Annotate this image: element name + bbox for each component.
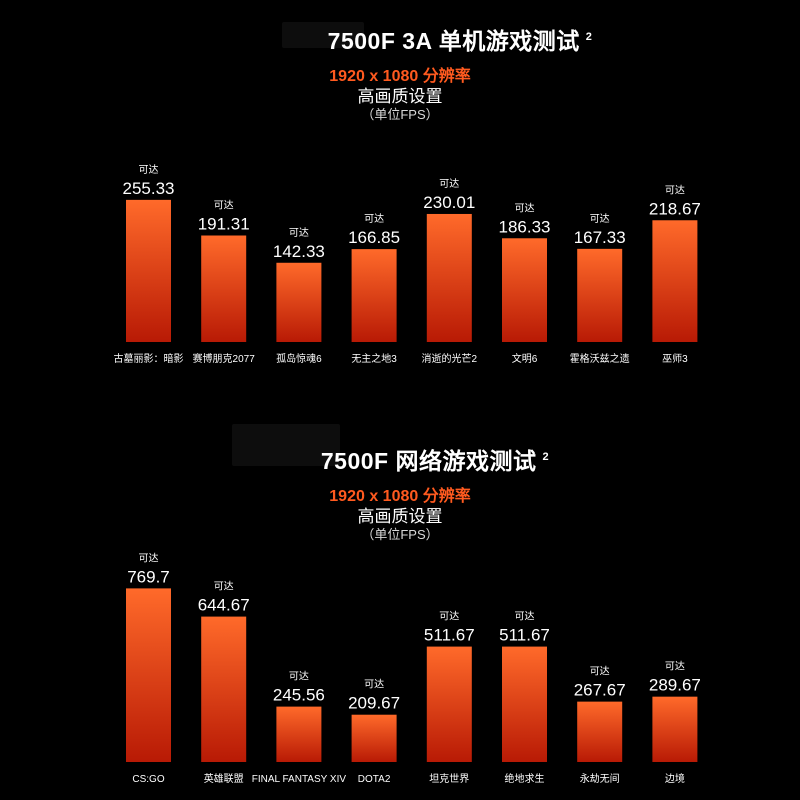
category-label: 坦克世界 bbox=[429, 772, 469, 785]
category-label: 消逝的光芒2 bbox=[422, 352, 478, 365]
bar bbox=[276, 262, 322, 342]
category-label: 英雄联盟 bbox=[204, 772, 244, 785]
bar bbox=[652, 220, 698, 342]
category-label: 孤岛惊魂6 bbox=[276, 352, 322, 365]
chart-unit: （单位FPS） bbox=[361, 107, 439, 122]
bar-value-label: 245.56 bbox=[273, 686, 325, 705]
bar-value-prefix: 可达 bbox=[439, 611, 459, 623]
bar bbox=[426, 213, 472, 342]
bar-value-label: 644.67 bbox=[198, 596, 250, 615]
bar-value-prefix: 可达 bbox=[590, 666, 610, 678]
category-label: 赛博朋克2077 bbox=[193, 352, 256, 365]
bar-value-prefix: 可达 bbox=[665, 184, 685, 196]
category-label: 霍格沃兹之遗 bbox=[570, 352, 630, 365]
bar-value-label: 230.01 bbox=[423, 193, 475, 212]
bar bbox=[577, 701, 623, 762]
bar-value-label: 167.33 bbox=[574, 228, 626, 247]
chart-title: 7500F 网络游戏测试 2 bbox=[0, 442, 800, 476]
bar-value-prefix: 可达 bbox=[439, 178, 459, 190]
chart-title-text: 7500F 3A 单机游戏测试 bbox=[327, 28, 580, 54]
category-label: 巫师3 bbox=[662, 352, 688, 365]
chart-subtitle: 1920 x 1080 分辨率 bbox=[329, 68, 471, 85]
bar-value-prefix: 可达 bbox=[289, 671, 309, 683]
bar bbox=[426, 646, 472, 762]
bar bbox=[201, 616, 247, 762]
bar bbox=[502, 646, 547, 762]
bar-value-prefix: 可达 bbox=[665, 661, 685, 673]
bar bbox=[126, 588, 171, 762]
chart-unit: （单位FPS） bbox=[361, 527, 439, 542]
bar-value-label: 289.67 bbox=[649, 676, 701, 695]
bar-value-label: 191.31 bbox=[198, 215, 250, 234]
redacted-brand-block bbox=[232, 424, 340, 466]
bar-value-prefix: 可达 bbox=[214, 581, 234, 593]
bar-value-label: 511.67 bbox=[499, 626, 550, 645]
category-label: 古墓丽影：暗影 bbox=[114, 352, 184, 365]
bar-value-prefix: 可达 bbox=[214, 200, 234, 212]
bar bbox=[502, 238, 547, 342]
bar bbox=[351, 249, 397, 342]
chart-setting: 高画质设置 bbox=[357, 507, 443, 526]
bar-value-label: 769.7 bbox=[127, 567, 170, 586]
bar-value-label: 142.33 bbox=[273, 242, 325, 261]
bar-value-label: 255.33 bbox=[123, 179, 175, 198]
bar-value-label: 166.85 bbox=[348, 228, 400, 247]
bar-value-prefix: 可达 bbox=[139, 552, 159, 564]
bar-value-label: 186.33 bbox=[499, 217, 551, 236]
single-player-chart-panel: 7500F 3A 单机游戏测试 2 1920 x 1080 分辨率 高画质设置 （… bbox=[0, 22, 800, 365]
bar-value-prefix: 可达 bbox=[139, 164, 159, 176]
bar-value-label: 267.67 bbox=[574, 681, 626, 700]
bar-value-prefix: 可达 bbox=[364, 213, 384, 225]
bar-value-prefix: 可达 bbox=[289, 227, 309, 239]
bar-value-prefix: 可达 bbox=[590, 213, 610, 225]
bar bbox=[276, 706, 322, 762]
category-label: DOTA2 bbox=[358, 774, 391, 785]
category-label: 绝地求生 bbox=[505, 772, 545, 785]
chart-title-footnote: 2 bbox=[542, 451, 550, 464]
online-chart-panel: 7500F 网络游戏测试 2 1920 x 1080 分辨率 高画质设置 （单位F… bbox=[0, 420, 800, 800]
bar bbox=[201, 235, 247, 342]
redacted-brand-block bbox=[282, 22, 364, 48]
category-label: 边境 bbox=[665, 772, 685, 785]
chart-subtitle: 1920 x 1080 分辨率 bbox=[329, 488, 471, 505]
bar bbox=[351, 714, 397, 762]
bar bbox=[577, 248, 623, 342]
category-label: CS:GO bbox=[132, 774, 164, 785]
category-label: FINAL FANTASY XIV bbox=[252, 774, 347, 785]
category-label: 永劫无间 bbox=[580, 772, 620, 785]
bar bbox=[652, 696, 698, 762]
bar-value-label: 511.67 bbox=[424, 626, 475, 645]
bar-value-label: 218.67 bbox=[649, 199, 701, 218]
bar-value-prefix: 可达 bbox=[364, 679, 384, 691]
chart-setting: 高画质设置 bbox=[357, 87, 443, 106]
bar-value-label: 209.67 bbox=[348, 694, 400, 713]
chart-title-text: 7500F 网络游戏测试 bbox=[320, 448, 537, 474]
bar-value-prefix: 可达 bbox=[515, 611, 535, 623]
category-label: 文明6 bbox=[512, 352, 538, 365]
category-label: 无主之地3 bbox=[351, 352, 397, 365]
chart-title: 7500F 3A 单机游戏测试 2 bbox=[0, 22, 800, 56]
chart-title-footnote: 2 bbox=[585, 31, 593, 44]
bar-value-prefix: 可达 bbox=[515, 202, 535, 214]
bar bbox=[126, 199, 171, 342]
